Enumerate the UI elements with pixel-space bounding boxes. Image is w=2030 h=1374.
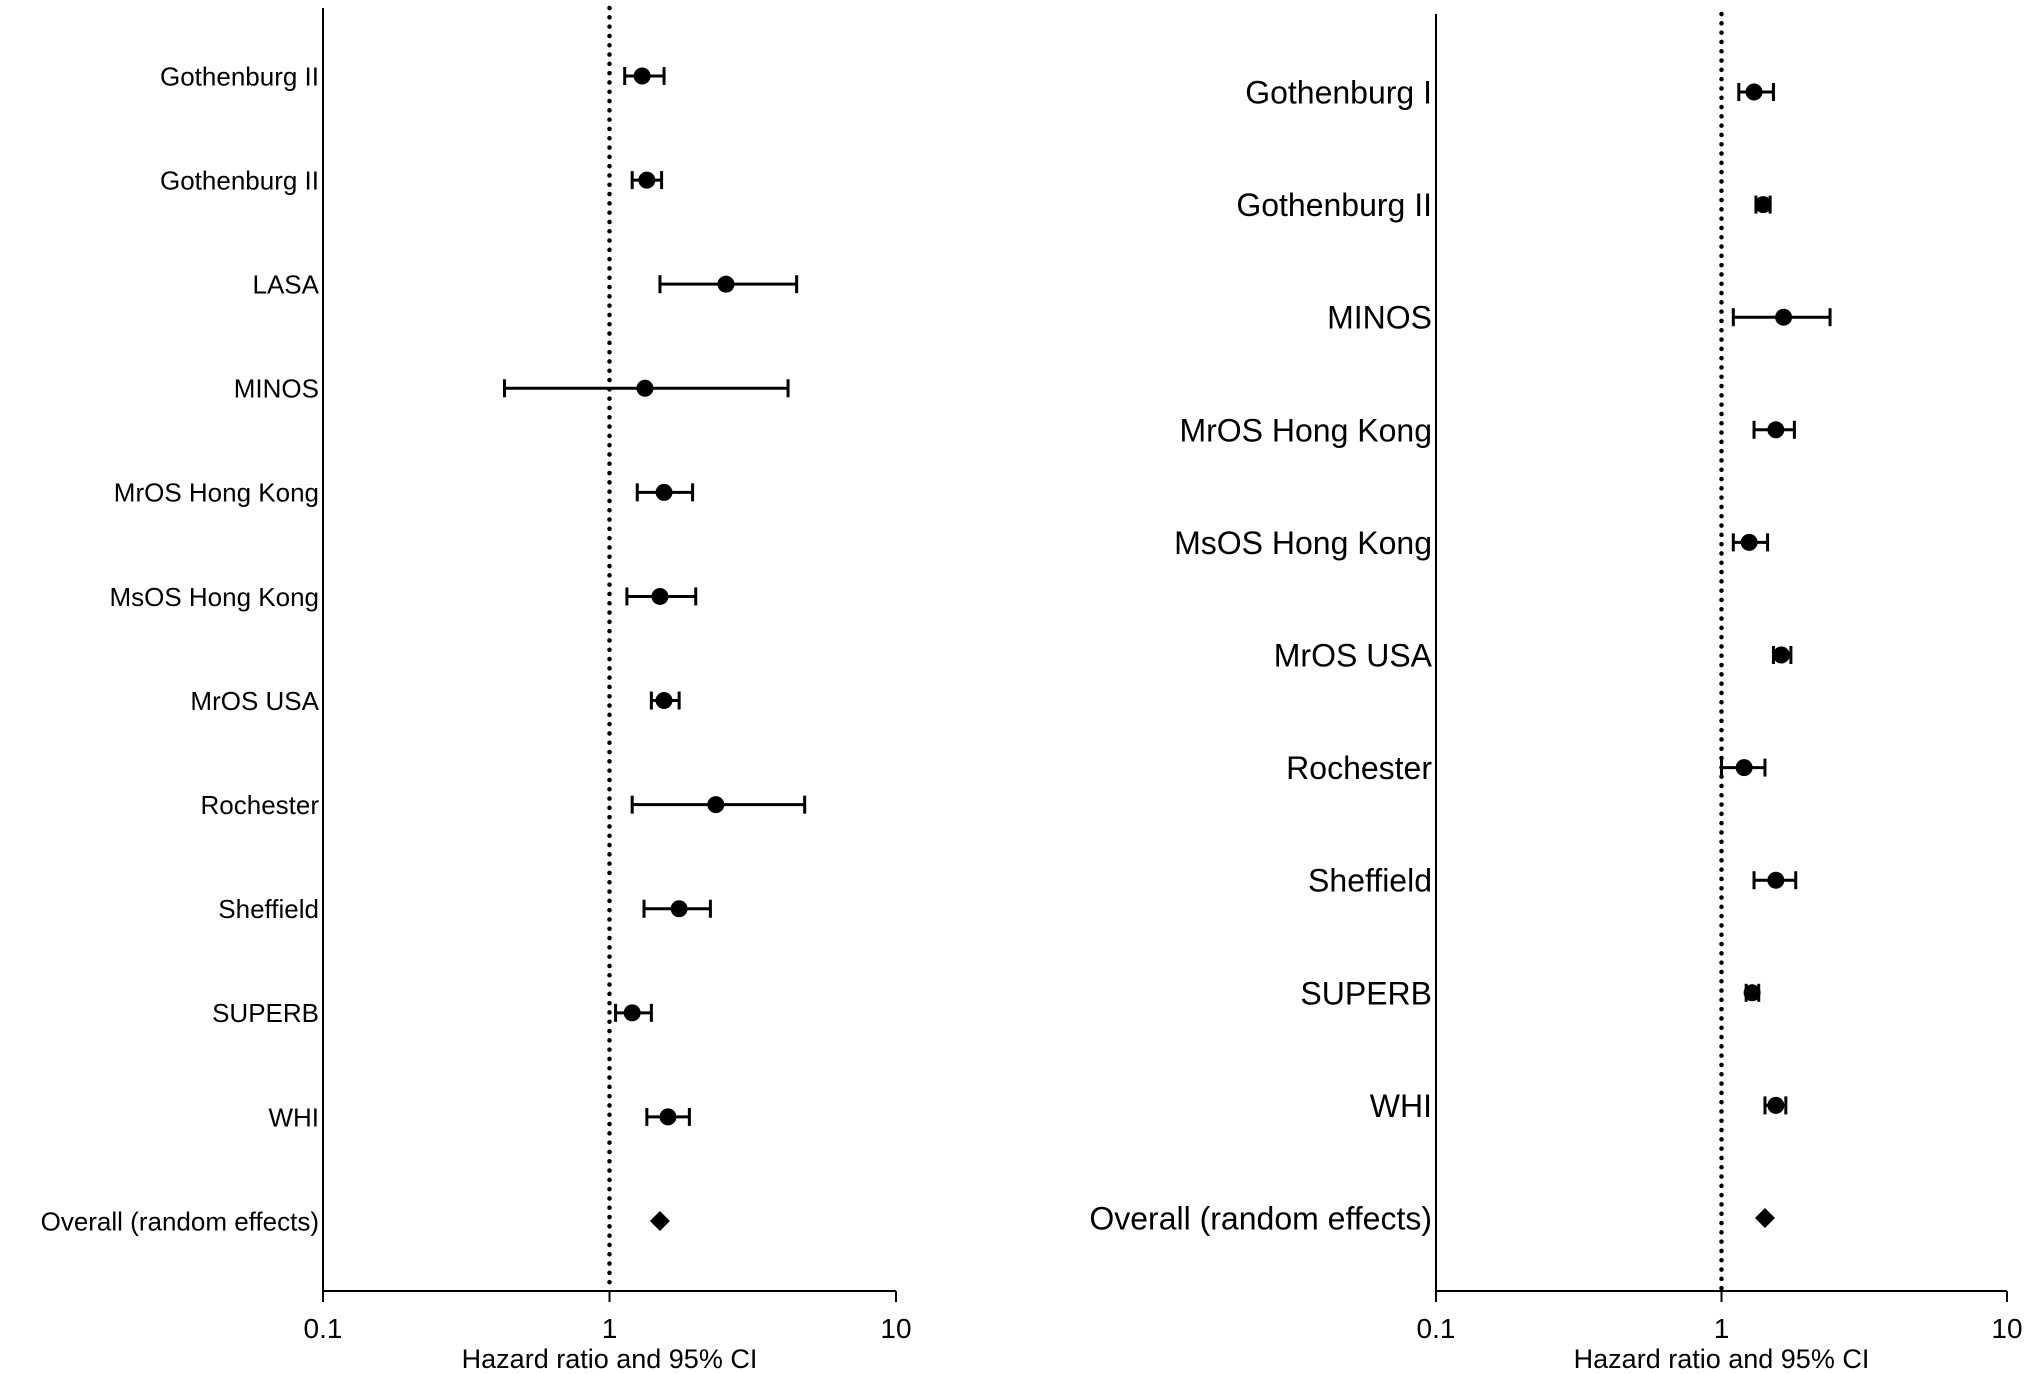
point-estimate — [1740, 533, 1758, 551]
forest-row: Rochester — [1286, 750, 1767, 786]
x-axis-label: Hazard ratio and 95% CI — [462, 1344, 758, 1374]
point-estimate — [659, 1108, 677, 1126]
study-label: Gothenburg I — [1245, 75, 1432, 111]
study-label: LASA — [253, 270, 320, 300]
study-label: MrOS Hong Kong — [114, 478, 319, 508]
forest-row: MrOS USA — [1274, 638, 1793, 674]
study-label: Rochester — [201, 790, 320, 820]
x-tick-label: 0.1 — [1417, 1313, 1456, 1344]
point-estimate — [1775, 308, 1793, 326]
point-estimate — [1767, 871, 1785, 889]
study-label: MrOS USA — [1274, 638, 1433, 674]
study-label: WHI — [268, 1102, 319, 1132]
study-label: MsOS Hong Kong — [1174, 525, 1432, 561]
point-estimate — [633, 67, 651, 85]
forest-row: Overall (random effects) — [41, 1206, 670, 1236]
point-estimate — [1735, 759, 1753, 777]
point-estimate — [1772, 646, 1790, 664]
point-estimate — [1743, 984, 1761, 1002]
study-label: Sheffield — [218, 894, 319, 924]
pooled-estimate-diamond — [1754, 1208, 1775, 1228]
forest-row: MINOS — [1327, 300, 1832, 336]
x-tick-label: 0.1 — [304, 1313, 343, 1344]
point-estimate — [623, 1004, 641, 1022]
point-estimate — [655, 692, 673, 710]
forest-row: Gothenburg II — [160, 165, 664, 195]
study-label: Gothenburg II — [1236, 187, 1432, 223]
forest-row: Gothenburg I — [1245, 75, 1775, 111]
forest-row: Gothenburg II — [1236, 187, 1772, 223]
study-label: Sheffield — [1308, 863, 1432, 899]
study-label: MrOS USA — [190, 686, 319, 716]
study-label: MsOS Hong Kong — [109, 582, 319, 612]
forest-row: MrOS Hong Kong — [1179, 412, 1796, 448]
forest-row: MrOS Hong Kong — [114, 478, 695, 508]
forest-row: SUPERB — [212, 998, 653, 1028]
forest-row: LASA — [253, 270, 799, 300]
point-estimate — [707, 796, 725, 814]
study-label: Rochester — [1286, 750, 1432, 786]
forest-row: Rochester — [201, 790, 807, 820]
study-label: Overall (random effects) — [41, 1206, 319, 1236]
point-estimate — [651, 587, 669, 605]
study-label: Overall (random effects) — [1089, 1201, 1432, 1237]
pooled-estimate-diamond — [649, 1211, 670, 1231]
study-label: Gothenburg II — [160, 61, 319, 91]
point-estimate — [1767, 1096, 1785, 1114]
forest-row: Gothenburg II — [160, 61, 666, 91]
forest-row: MsOS Hong Kong — [109, 582, 698, 612]
forest-row: MsOS Hong Kong — [1174, 525, 1770, 561]
forest-row: SUPERB — [1300, 975, 1761, 1011]
study-label: MINOS — [1327, 300, 1432, 336]
x-tick-label: 10 — [880, 1313, 911, 1344]
point-estimate — [670, 900, 688, 918]
forest-panel-1: 0.1 1 10 Hazard ratio and 95% CI Gothenburg … — [41, 5, 912, 1374]
x-tick-label: 1 — [1714, 1313, 1730, 1344]
study-label: SUPERB — [212, 998, 319, 1028]
study-label: WHI — [1370, 1088, 1432, 1124]
point-estimate — [1745, 83, 1763, 101]
forest-row: MrOS USA — [190, 686, 681, 716]
point-estimate — [655, 483, 673, 501]
x-axis-label: Hazard ratio and 95% CI — [1574, 1344, 1870, 1374]
study-label: Gothenburg II — [160, 165, 319, 195]
forest-row: WHI — [268, 1102, 691, 1132]
forest-panel-2: 0.1 1 10 Hazard ratio and 95% CI Gothenburg … — [1089, 11, 2023, 1374]
forest-row: Sheffield — [1308, 863, 1798, 899]
x-tick-label: 1 — [602, 1313, 618, 1344]
study-label: MINOS — [234, 374, 319, 404]
x-tick-label: 10 — [1991, 1313, 2022, 1344]
point-estimate — [638, 171, 656, 189]
forest-row: Overall (random effects) — [1089, 1201, 1775, 1237]
point-estimate — [717, 275, 735, 293]
point-estimate — [1767, 421, 1785, 439]
study-label: MrOS Hong Kong — [1179, 412, 1432, 448]
study-label: SUPERB — [1300, 975, 1432, 1011]
forest-row: MINOS — [234, 374, 790, 404]
forest-row: Sheffield — [218, 894, 712, 924]
point-estimate — [636, 379, 654, 397]
forest-row: WHI — [1370, 1088, 1788, 1124]
point-estimate — [1754, 196, 1772, 214]
